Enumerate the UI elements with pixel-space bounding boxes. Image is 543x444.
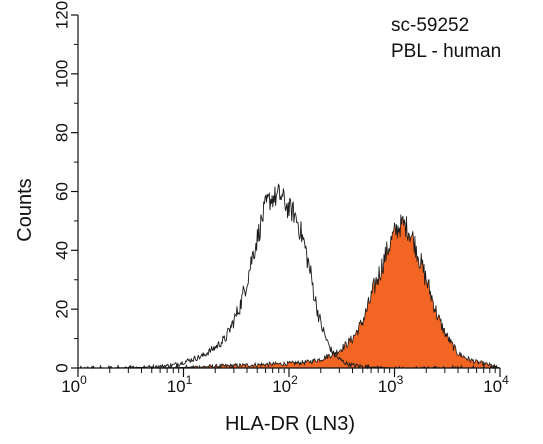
- x-tick-label: 100: [61, 373, 87, 396]
- axes-layer: [71, 14, 501, 377]
- y-tick-label: 120: [53, 1, 72, 29]
- y-tick-label: 0: [53, 363, 72, 372]
- y-tick-label: 80: [53, 123, 72, 142]
- antibody-catalog-label: sc-59252: [391, 15, 469, 36]
- y-tick-label: 60: [53, 182, 72, 201]
- sample-label: PBL - human: [391, 41, 501, 62]
- x-tick-label: 104: [483, 373, 509, 396]
- y-tick-label: 20: [53, 300, 72, 319]
- y-tick-label: 40: [53, 241, 72, 260]
- y-axis-title: Counts: [14, 178, 36, 241]
- y-tick-label: 100: [53, 60, 72, 88]
- x-tick-label: 103: [378, 373, 404, 396]
- x-tick-label: 101: [167, 373, 193, 396]
- labels-layer: 0 20 40 60 80 100 120 100 101 102 103 104 HLA-DR (LN…: [14, 1, 509, 435]
- series-layer: [78, 183, 501, 370]
- stained-histogram-area: [78, 214, 501, 370]
- x-tick-label: 102: [272, 373, 298, 396]
- x-axis-title: HLA-DR (LN3): [225, 413, 355, 435]
